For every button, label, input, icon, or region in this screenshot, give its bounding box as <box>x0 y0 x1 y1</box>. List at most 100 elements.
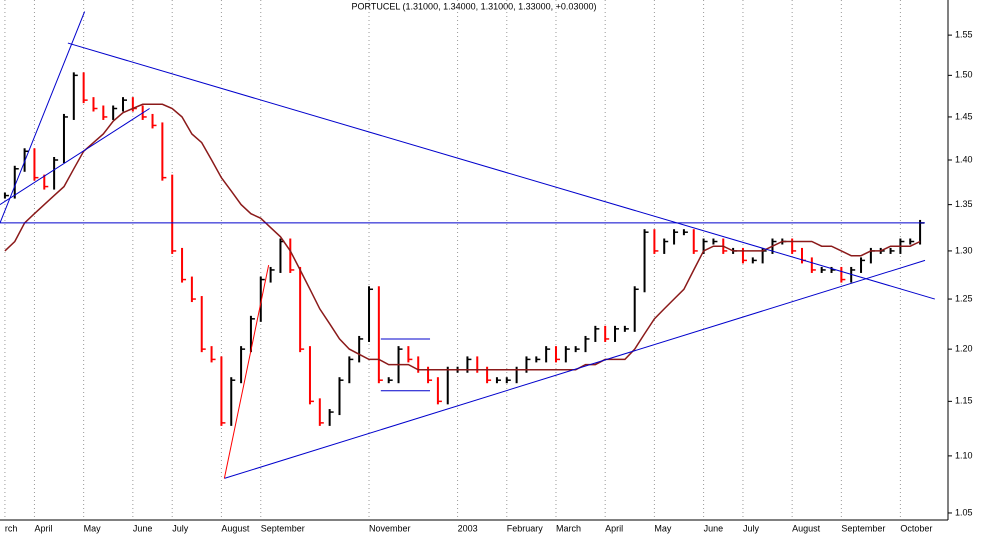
price-bar <box>92 97 95 112</box>
price-bar <box>653 229 656 254</box>
price-bar <box>240 346 243 384</box>
price-bar <box>869 247 872 264</box>
x-tick-label: March <box>556 523 581 533</box>
x-tick-label: 2003 <box>458 523 478 533</box>
price-bar <box>860 257 863 273</box>
price-bar <box>436 377 439 405</box>
price-bar <box>62 113 65 163</box>
trendline <box>0 11 86 224</box>
moving-average <box>4 103 921 371</box>
price-bar <box>525 356 528 373</box>
price-bar <box>269 266 272 283</box>
price-bar <box>200 296 203 353</box>
x-tick-label: rch <box>5 523 18 533</box>
x-tick-label: April <box>605 523 623 533</box>
price-bar <box>299 266 302 353</box>
price-bar <box>181 247 184 283</box>
price-bar <box>407 346 410 363</box>
y-tick-label: 1.25 <box>955 293 973 303</box>
y-tick-label: 1.50 <box>955 70 973 80</box>
price-bar <box>348 356 351 384</box>
price-bar <box>810 257 813 273</box>
x-tick-label: August <box>221 523 250 533</box>
price-bar <box>702 238 705 254</box>
price-bar <box>486 366 489 384</box>
price-bar <box>338 377 341 416</box>
price-bar <box>122 97 125 112</box>
trendline <box>0 108 150 206</box>
x-tick-label: April <box>34 523 52 533</box>
price-bar <box>791 238 794 254</box>
x-tick-label: May <box>654 523 672 533</box>
price-bar <box>741 247 744 264</box>
price-bar <box>840 266 843 283</box>
price-bar <box>279 238 282 273</box>
price-bar <box>33 148 36 181</box>
x-tick-label: July <box>172 523 189 533</box>
price-bar <box>584 335 587 353</box>
price-bar <box>466 356 469 373</box>
price-bar <box>249 315 252 353</box>
y-tick-label: 1.10 <box>955 450 973 460</box>
x-tick-label: June <box>704 523 724 533</box>
price-bar <box>663 238 666 254</box>
price-bar <box>673 229 676 245</box>
x-tick-label: February <box>507 523 544 533</box>
y-tick-label: 1.45 <box>955 111 973 121</box>
price-bar <box>564 346 567 363</box>
x-tick-label: July <box>743 523 760 533</box>
x-tick-label: September <box>261 523 305 533</box>
x-tick-label: October <box>900 523 932 533</box>
price-bar <box>151 113 154 129</box>
price-bar <box>515 366 518 384</box>
y-tick-label: 1.55 <box>955 29 973 39</box>
price-bar <box>43 174 46 190</box>
price-bar <box>554 346 557 363</box>
price-bar <box>358 335 361 363</box>
y-tick-label: 1.20 <box>955 344 973 354</box>
price-bar <box>161 122 164 181</box>
price-bar <box>102 105 105 120</box>
price-bar <box>417 356 420 373</box>
x-tick-label: June <box>133 523 153 533</box>
price-bar <box>53 156 56 190</box>
price-bar <box>210 346 213 363</box>
price-bar <box>919 219 922 245</box>
price-bar <box>800 247 803 264</box>
y-tick-label: 1.15 <box>955 396 973 406</box>
price-bar <box>318 398 321 426</box>
y-tick-label: 1.40 <box>955 154 973 164</box>
price-bar <box>171 174 174 254</box>
price-bar <box>377 286 380 384</box>
price-bar <box>604 325 607 342</box>
price-bar <box>190 276 193 303</box>
trendline <box>224 259 926 479</box>
price-bar <box>446 366 449 405</box>
x-tick-label: November <box>369 523 411 533</box>
price-bar <box>614 325 617 342</box>
price-bar <box>72 72 75 120</box>
price-bar <box>476 356 479 373</box>
price-bar <box>761 247 764 264</box>
y-tick-label: 1.30 <box>955 245 973 255</box>
price-bar <box>13 165 16 199</box>
x-tick-label: May <box>84 523 102 533</box>
trendline <box>67 42 935 300</box>
price-bar <box>82 72 85 104</box>
price-bar <box>220 356 223 426</box>
price-bar <box>23 148 26 172</box>
price-bar <box>692 229 695 254</box>
price-bar <box>112 105 115 120</box>
y-tick-label: 1.35 <box>955 199 973 209</box>
price-bar <box>594 325 597 342</box>
trendline <box>223 265 270 479</box>
chart-title: PORTUCEL (1.31000, 1.34000, 1.31000, 1.3… <box>352 1 597 11</box>
price-bar <box>131 97 134 112</box>
price-bar <box>368 286 371 342</box>
price-bar <box>289 238 292 273</box>
price-bar <box>545 346 548 363</box>
price-bar <box>230 377 233 426</box>
x-tick-label: September <box>841 523 885 533</box>
